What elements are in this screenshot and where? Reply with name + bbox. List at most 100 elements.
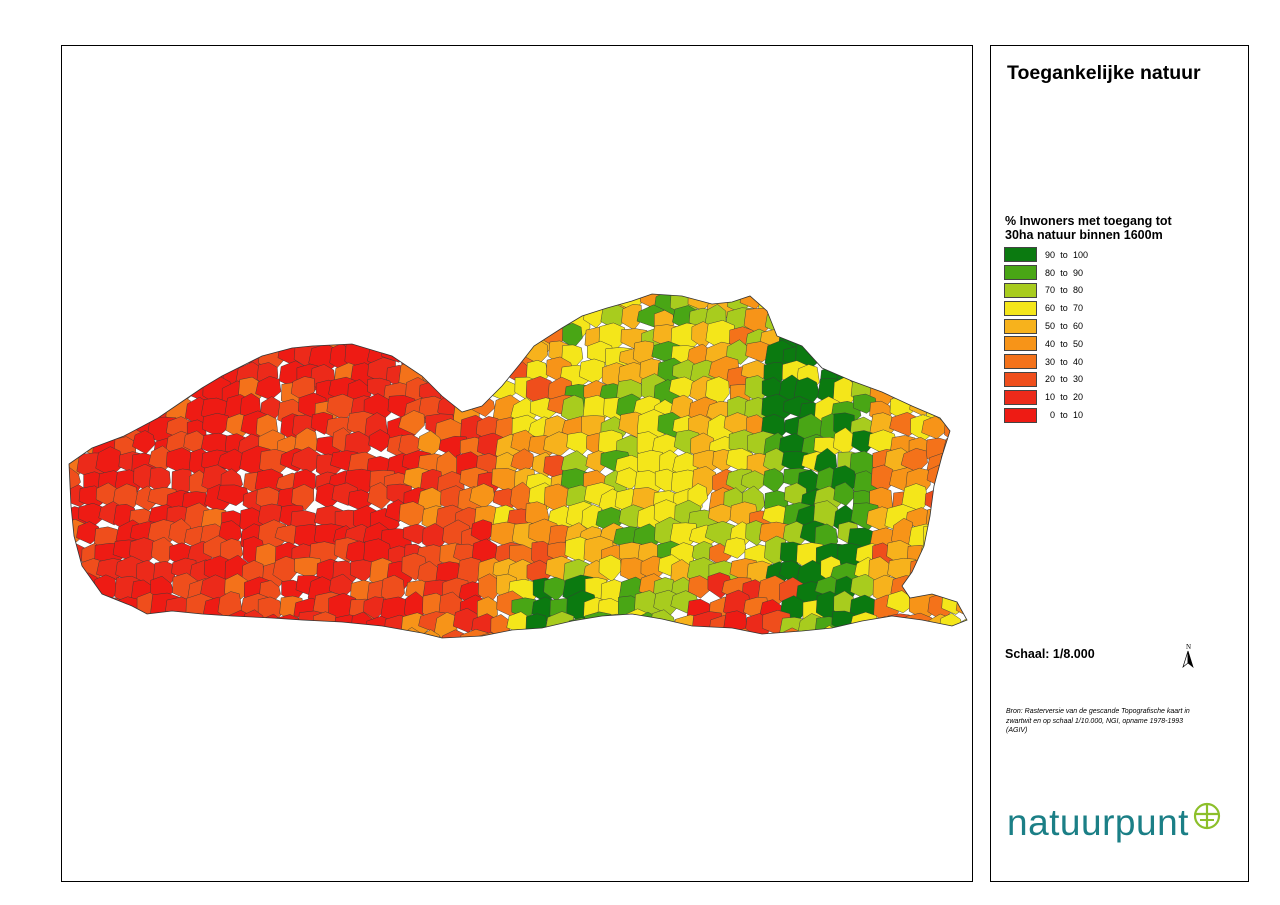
municipality-cell (959, 392, 967, 424)
municipality-cell (856, 306, 883, 337)
municipality-cell (129, 611, 154, 638)
municipality-cell (452, 356, 479, 390)
municipality-cell (941, 453, 966, 476)
municipality-cell (262, 294, 292, 308)
municipality-cell (333, 324, 355, 347)
legend-range: 90 to 100 (1041, 250, 1093, 260)
municipality-cell (167, 359, 195, 389)
municipality-cell (473, 341, 501, 372)
municipality-cell (496, 309, 525, 339)
municipality-cell (962, 294, 967, 321)
municipality-cell (924, 343, 956, 370)
municipality-cell (582, 628, 610, 638)
municipality-cell (868, 294, 896, 322)
municipality-cell (184, 344, 216, 368)
municipality-cell (420, 340, 445, 367)
municipality-cell (819, 308, 847, 330)
municipality-cell (313, 611, 338, 636)
municipality-cell (364, 294, 387, 315)
municipality-cell (868, 306, 896, 331)
municipality-cell (925, 323, 959, 354)
legend-range-to: to (1060, 392, 1068, 403)
municipality-cell (923, 525, 953, 554)
municipality-cell (293, 633, 324, 638)
legend-item: 90 to 100 (1004, 246, 1093, 264)
legend-range-upto: 70 (1073, 303, 1084, 314)
municipality-cell (475, 329, 507, 352)
legend-item: 0 to 10 (1004, 406, 1093, 424)
municipality-cell (115, 325, 142, 354)
municipality-cell (900, 448, 928, 473)
municipality-cell (203, 307, 228, 333)
flanders-outline (68, 293, 968, 639)
legend-range-upto: 90 (1073, 267, 1084, 278)
municipality-cell (69, 613, 86, 638)
municipality-cell (938, 327, 967, 352)
municipality-cell (239, 628, 261, 638)
municipality-cell (77, 593, 100, 621)
legend-heading: % Inwoners met toegang tot 30ha natuur b… (1005, 214, 1235, 242)
legend-range-upto: 40 (1073, 356, 1084, 367)
legend-range-to: to (1060, 321, 1068, 332)
municipality-cell (944, 504, 967, 535)
municipality-cell (946, 540, 967, 572)
legend-range-from: 0 (1049, 410, 1055, 421)
municipality-cell (418, 294, 443, 317)
municipality-cell (437, 294, 467, 316)
map-title: Toegankelijke natuur (1007, 62, 1201, 84)
municipality-cell (76, 393, 108, 425)
municipality-cell (525, 632, 549, 638)
legend-range-from: 80 (1044, 267, 1055, 278)
municipality-cell (816, 294, 848, 312)
municipality-cell (946, 557, 967, 588)
logo-text: natuurpunt (1007, 802, 1189, 843)
municipality-cell (164, 310, 192, 338)
municipality-cell (272, 294, 303, 319)
municipality-cell (531, 294, 557, 316)
municipality-cell (208, 321, 237, 352)
municipality-cell (819, 345, 842, 374)
choropleth-map (68, 293, 968, 639)
legend-range: 30 to 40 (1041, 357, 1093, 367)
legend-range: 60 to 70 (1041, 303, 1093, 313)
municipality-cell (350, 294, 377, 317)
municipality-cell (113, 382, 144, 409)
municipality-cell (922, 301, 944, 331)
municipality-cell (205, 614, 233, 638)
municipality-cell (367, 309, 391, 335)
municipality-cell (112, 342, 137, 375)
municipality-cell (550, 634, 572, 638)
municipality-cell (382, 633, 404, 638)
municipality-cell (964, 582, 967, 605)
municipality-cell (81, 615, 110, 638)
municipality-cell (620, 631, 648, 638)
municipality-cell (184, 326, 218, 355)
municipality-cell (887, 294, 911, 314)
municipality-cell (493, 326, 519, 359)
municipality-cell (963, 323, 967, 352)
legend-swatch (1004, 336, 1037, 352)
legend-range-from: 60 (1044, 303, 1055, 314)
municipality-cell (95, 322, 121, 349)
municipality-cell (705, 376, 730, 407)
municipality-cell (314, 308, 345, 332)
municipality-cell (848, 339, 871, 365)
municipality-cell (838, 302, 861, 336)
municipality-cell (835, 344, 863, 369)
municipality-cell (457, 322, 488, 354)
municipality-cell (369, 629, 394, 638)
municipality-cell (240, 294, 273, 310)
legend-range-upto: 60 (1073, 321, 1084, 332)
municipality-cell (870, 364, 894, 392)
municipality-cell (906, 376, 937, 403)
municipality-cell (938, 467, 962, 493)
legend-item: 70 to 80 (1004, 282, 1093, 300)
municipality-cell (867, 616, 900, 638)
municipality-cell (942, 433, 967, 459)
municipality-cell (183, 615, 212, 635)
earth-symbol-icon (1193, 802, 1221, 830)
municipality-cell (111, 596, 140, 628)
municipality-cell (940, 294, 967, 320)
municipality-cell (892, 304, 920, 338)
municipality-cell (224, 630, 253, 638)
